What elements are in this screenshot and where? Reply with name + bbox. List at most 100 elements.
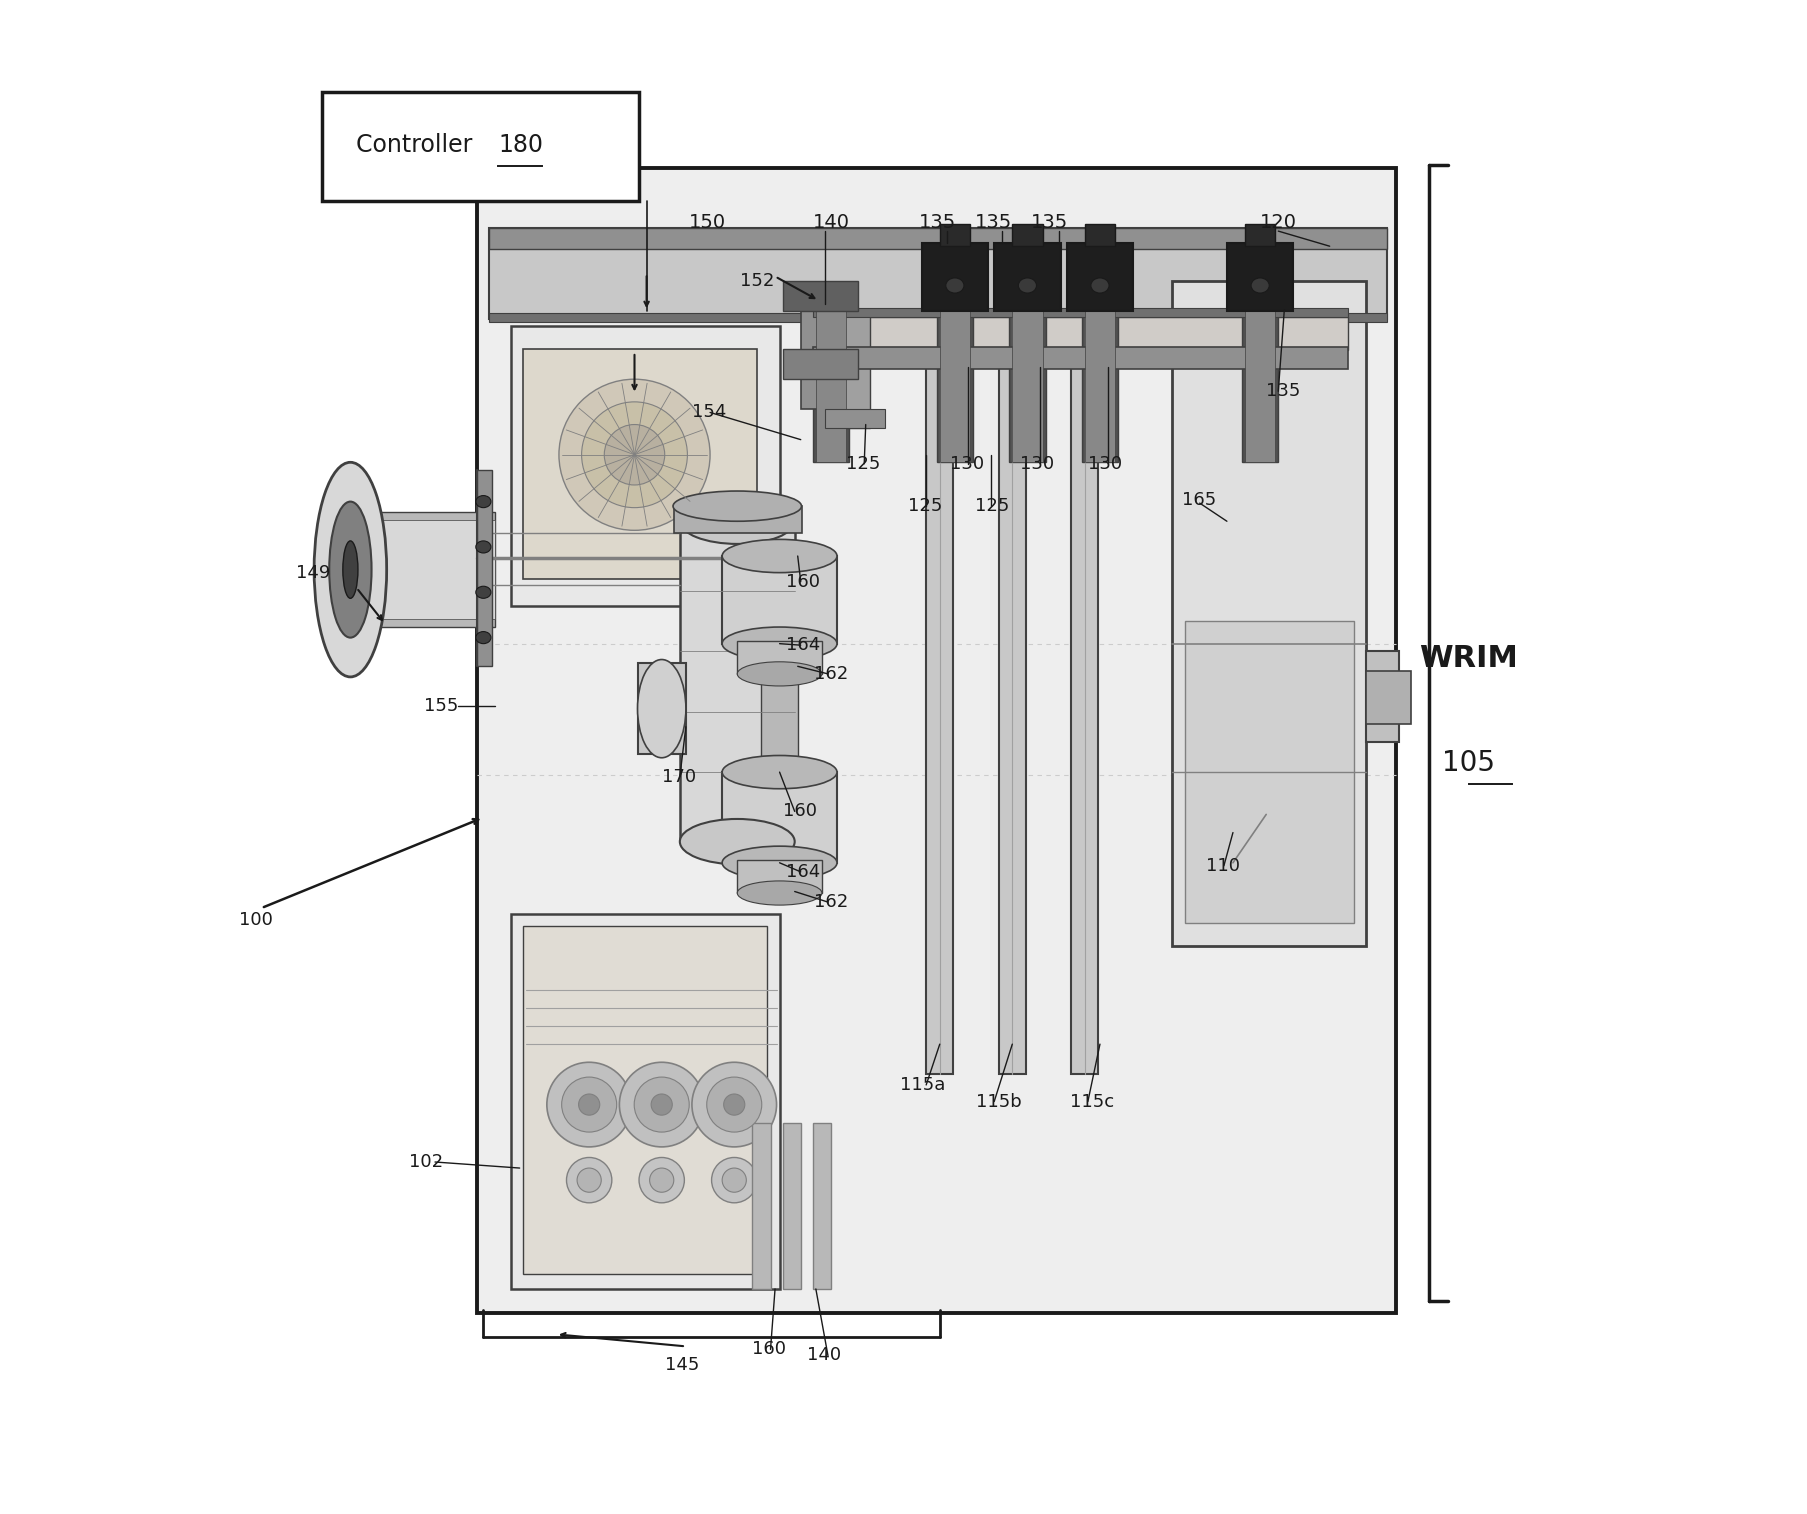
Text: 125: 125 (974, 497, 1008, 515)
Ellipse shape (679, 498, 795, 544)
Bar (782, 1123, 801, 1288)
Text: 130: 130 (1019, 454, 1053, 472)
Ellipse shape (723, 627, 837, 660)
Ellipse shape (723, 846, 837, 880)
Bar (826, 409, 885, 427)
Bar (999, 307, 1026, 1075)
Ellipse shape (329, 501, 372, 637)
Text: 125: 125 (909, 497, 943, 515)
Bar (1227, 244, 1294, 312)
Bar (737, 860, 822, 893)
Bar (940, 312, 970, 462)
Ellipse shape (672, 491, 802, 521)
Bar (1082, 312, 1119, 462)
Bar (815, 312, 846, 462)
Bar (1241, 312, 1278, 462)
Ellipse shape (679, 819, 795, 864)
Ellipse shape (723, 539, 837, 572)
Ellipse shape (548, 1063, 631, 1148)
Bar (522, 348, 757, 578)
Text: 160: 160 (786, 572, 820, 590)
Bar (1366, 651, 1399, 742)
Text: 130: 130 (1088, 454, 1122, 472)
Ellipse shape (558, 378, 710, 530)
Bar (782, 348, 858, 378)
Bar (1012, 224, 1043, 247)
Text: 140: 140 (806, 1346, 840, 1364)
Ellipse shape (634, 1076, 688, 1132)
Ellipse shape (723, 1095, 744, 1116)
Ellipse shape (475, 631, 492, 643)
Text: 115b: 115b (976, 1093, 1021, 1111)
Text: 160: 160 (782, 802, 817, 821)
Bar (490, 229, 1388, 250)
Bar (994, 244, 1061, 312)
Ellipse shape (475, 495, 492, 507)
Text: Controller: Controller (356, 133, 481, 157)
Bar (813, 312, 849, 462)
Bar (1084, 312, 1115, 462)
Text: 145: 145 (665, 1355, 699, 1373)
Text: 170: 170 (661, 768, 696, 786)
Text: 155: 155 (425, 696, 459, 715)
Text: 135: 135 (918, 212, 956, 232)
Ellipse shape (712, 1158, 757, 1202)
Text: 135: 135 (1267, 382, 1301, 400)
Bar (679, 521, 795, 842)
Text: 160: 160 (752, 1340, 786, 1358)
Bar (477, 168, 1397, 1313)
Text: 162: 162 (815, 893, 849, 911)
Text: 120: 120 (1259, 212, 1297, 232)
Bar (322, 92, 640, 201)
Ellipse shape (638, 660, 687, 757)
Bar (940, 224, 970, 247)
Bar (1084, 224, 1115, 247)
Bar (477, 469, 493, 666)
Text: 130: 130 (950, 454, 985, 472)
Text: 164: 164 (786, 636, 820, 654)
Text: 115a: 115a (900, 1076, 945, 1095)
Bar (813, 309, 1348, 318)
Ellipse shape (576, 1169, 602, 1192)
Bar (1066, 244, 1133, 312)
Ellipse shape (604, 424, 665, 484)
Text: 154: 154 (692, 403, 726, 421)
Bar (752, 1123, 770, 1288)
Bar (511, 914, 779, 1288)
Ellipse shape (343, 540, 358, 598)
Ellipse shape (692, 1063, 777, 1148)
Ellipse shape (578, 1095, 600, 1116)
Ellipse shape (567, 1158, 613, 1202)
Ellipse shape (314, 462, 387, 677)
Bar (1072, 307, 1099, 1075)
Bar (1245, 312, 1276, 462)
Ellipse shape (945, 279, 963, 294)
Text: 125: 125 (846, 454, 880, 472)
Bar (345, 519, 495, 619)
Text: 115c: 115c (1070, 1093, 1113, 1111)
Bar (801, 297, 838, 409)
Bar (674, 506, 802, 533)
Ellipse shape (649, 1169, 674, 1192)
Ellipse shape (475, 540, 492, 553)
Text: 135: 135 (974, 212, 1012, 232)
Text: 152: 152 (741, 273, 775, 291)
Ellipse shape (707, 1076, 763, 1132)
Text: 135: 135 (1030, 212, 1068, 232)
Ellipse shape (620, 1063, 705, 1148)
Bar (1366, 671, 1411, 724)
Text: 165: 165 (1182, 491, 1216, 509)
Bar (813, 1123, 831, 1288)
Bar (1185, 621, 1353, 924)
Text: 150: 150 (688, 212, 726, 232)
Bar (490, 313, 1388, 322)
Ellipse shape (651, 1095, 672, 1116)
Text: 149: 149 (296, 563, 331, 581)
Bar (737, 640, 822, 674)
Bar (922, 244, 988, 312)
Text: 102: 102 (410, 1154, 443, 1170)
Bar (813, 347, 1348, 368)
Text: 105: 105 (1442, 749, 1494, 777)
Ellipse shape (1250, 279, 1269, 294)
Bar (723, 772, 837, 863)
